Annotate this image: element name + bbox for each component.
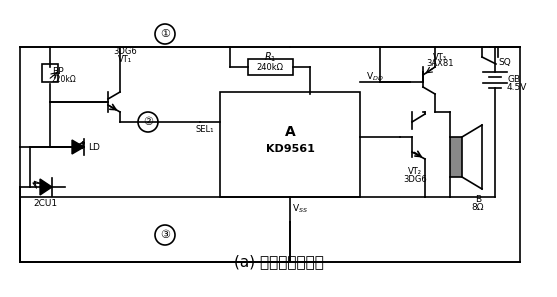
Text: ②: ②	[143, 117, 153, 127]
Text: $R_1$: $R_1$	[264, 50, 276, 64]
Text: 2CU1: 2CU1	[33, 198, 57, 208]
Text: 240kΩ: 240kΩ	[257, 62, 284, 72]
Text: 3DG6: 3DG6	[403, 175, 427, 184]
Text: VT₂: VT₂	[408, 168, 422, 176]
Text: (a) 光线减弱时报警: (a) 光线减弱时报警	[233, 254, 324, 269]
Bar	[42, 64, 58, 82]
Text: V$_{SS}$: V$_{SS}$	[292, 203, 308, 215]
Text: SQ: SQ	[498, 58, 511, 67]
Polygon shape	[72, 140, 84, 154]
Text: SEL₁: SEL₁	[196, 124, 214, 133]
Bar	[220, 92, 360, 197]
Text: A: A	[285, 126, 295, 140]
Text: 3DG6: 3DG6	[113, 48, 137, 56]
Text: VT₁: VT₁	[118, 55, 132, 64]
Text: 8Ω: 8Ω	[472, 203, 484, 211]
Text: 3AX81: 3AX81	[426, 59, 454, 69]
Text: 4.5V: 4.5V	[507, 83, 527, 92]
Text: B: B	[475, 195, 481, 203]
Text: ③: ③	[160, 230, 170, 240]
Text: 220kΩ: 220kΩ	[52, 75, 77, 83]
Text: GB: GB	[507, 75, 520, 85]
Bar	[248, 59, 293, 75]
Text: RP: RP	[52, 67, 63, 77]
Text: V$_{DD}$: V$_{DD}$	[366, 71, 384, 83]
Text: VT₃: VT₃	[433, 53, 447, 61]
Text: LD: LD	[88, 143, 100, 151]
Text: ①: ①	[160, 29, 170, 39]
Polygon shape	[40, 179, 52, 195]
Text: KD9561: KD9561	[266, 145, 315, 154]
Bar	[450, 137, 462, 177]
